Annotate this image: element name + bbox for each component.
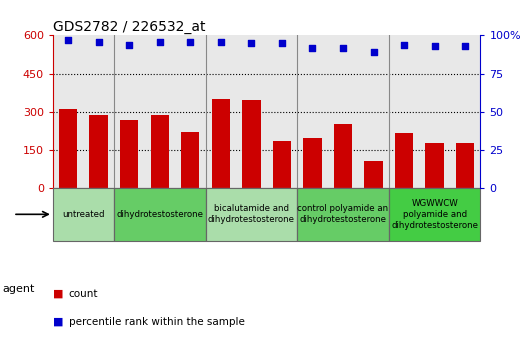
Bar [456,143,474,188]
Text: dihydrotestosterone: dihydrotestosterone [116,210,203,219]
Bar [389,188,480,241]
Point [247,40,256,46]
Point [95,39,103,44]
Bar [297,188,389,241]
Point [461,43,469,49]
Bar [205,188,297,241]
Point [400,42,408,47]
Text: percentile rank within the sample: percentile rank within the sample [69,317,244,327]
Point [125,42,134,47]
Point [186,39,194,44]
Bar [273,141,291,188]
Point [308,45,317,50]
Point [278,40,286,46]
Point [64,37,72,43]
Bar [150,115,169,188]
Point [216,39,225,44]
Text: control polyamide an
dihydrotestosterone: control polyamide an dihydrotestosterone [297,204,389,224]
Text: ■: ■ [53,317,63,327]
Point [370,49,378,55]
Bar [59,109,77,188]
Text: count: count [69,289,98,299]
Bar [395,133,413,188]
Bar [89,115,108,188]
Bar [426,143,444,188]
Text: GDS2782 / 226532_at: GDS2782 / 226532_at [53,21,205,34]
Bar [181,132,200,188]
Bar [334,124,352,188]
Point [339,45,347,50]
Text: untreated: untreated [62,210,105,219]
Text: WGWWCW
polyamide and
dihydrotestosterone: WGWWCW polyamide and dihydrotestosterone [391,199,478,230]
Text: bicalutamide and
dihydrotestosterone: bicalutamide and dihydrotestosterone [208,204,295,224]
Bar [364,161,383,188]
Bar [53,188,114,241]
Bar [303,138,322,188]
Point [430,43,439,49]
Bar [114,188,205,241]
Bar [242,100,260,188]
Text: agent: agent [3,284,35,293]
Point [156,39,164,44]
Text: ■: ■ [53,289,63,299]
Bar [120,120,138,188]
Bar [212,99,230,188]
